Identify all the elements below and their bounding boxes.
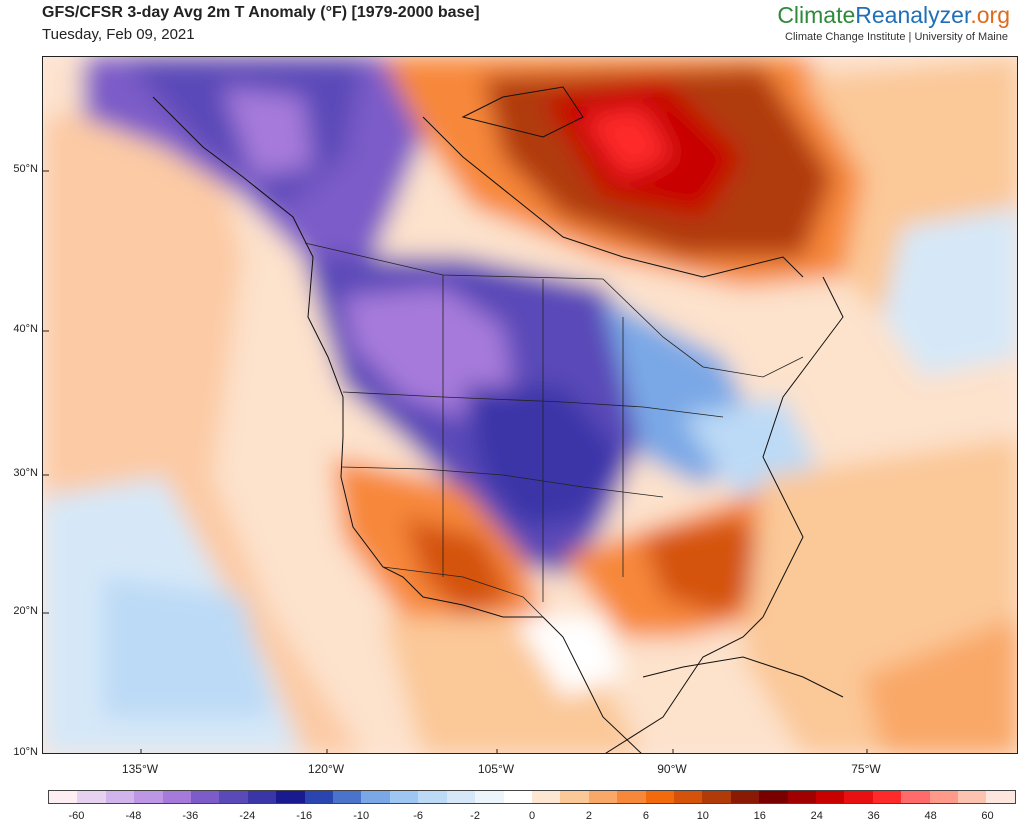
colorbar-label: -2 [470, 810, 480, 822]
colorbar-label: 16 [753, 810, 766, 822]
lat-label-50n: 50°N [13, 163, 38, 175]
colorbar-swatch [134, 791, 163, 803]
colorbar-swatch [475, 791, 504, 803]
colorbar-label: 2 [585, 810, 592, 822]
colorbar-label: -60 [68, 810, 85, 822]
colorbar-swatch [730, 791, 760, 803]
colorbar-swatch [446, 791, 476, 803]
map-canvas [43, 57, 1017, 753]
lon-label-135w: 135°W [121, 762, 159, 776]
colorbar-label: -16 [296, 810, 313, 822]
colorbar-swatch [986, 791, 1015, 803]
colorbar-swatch [191, 791, 220, 803]
axis-ticks [43, 170, 868, 753]
colorbar-swatch [901, 791, 930, 803]
brand-part-2: Reanalyzer [855, 2, 971, 28]
colorbar-swatch [49, 791, 78, 803]
lat-label-40n: 40°N [13, 323, 38, 335]
colorbar-swatch [929, 791, 958, 803]
colorbar-label: 48 [924, 810, 937, 822]
brand-subtitle: Climate Change Institute | University of… [785, 31, 1008, 43]
colorbar-swatch [77, 791, 106, 803]
colorbar-swatch [815, 791, 845, 803]
colorbar-label: 60 [981, 810, 994, 822]
lat-label-10n: 10°N [13, 746, 38, 758]
colorbar-label: -24 [239, 810, 256, 822]
colorbar-label: 10 [696, 810, 709, 822]
colorbar-label: -48 [125, 810, 142, 822]
brand-part-3: .org [970, 2, 1010, 28]
colorbar-swatch [304, 791, 334, 803]
colorbar-label: 36 [867, 810, 880, 822]
colorbar-swatch [418, 791, 447, 803]
brand-logo[interactable]: ClimateReanalyzer.org [777, 2, 1010, 29]
colorbar-swatch [844, 791, 873, 803]
colorbar-swatch [673, 791, 703, 803]
colorbar-label: -6 [413, 810, 423, 822]
colorbar-swatch [361, 791, 390, 803]
brand-part-1: Climate [777, 2, 856, 28]
colorbar-label: 0 [528, 810, 536, 822]
colorbar-swatch [219, 791, 248, 803]
anomaly-field [43, 57, 1017, 753]
colorbar-swatch [787, 791, 816, 803]
colorbar-swatch [162, 791, 192, 803]
colorbar-swatch [759, 791, 788, 803]
map-date: Tuesday, Feb 09, 2021 [42, 26, 195, 43]
colorbar-swatch [872, 791, 902, 803]
coastlines [152, 86, 844, 753]
lat-label-20n: 20°N [13, 605, 38, 617]
colorbar-label: 24 [810, 810, 823, 822]
lon-label-105w: 105°W [477, 762, 515, 776]
lon-label-90w: 90°W [657, 762, 687, 776]
colorbar-swatch [276, 791, 305, 803]
colorbar-swatch [702, 791, 731, 803]
lon-label-120w: 120°W [307, 762, 345, 776]
colorbar-swatch [588, 791, 618, 803]
colorbar [48, 790, 1016, 804]
colorbar-swatch [560, 791, 589, 803]
colorbar-swatch [105, 791, 135, 803]
colorbar-label: -10 [353, 810, 370, 822]
political-borders [304, 242, 804, 618]
map-title: GFS/CFSR 3-day Avg 2m T Anomaly (°F) [19… [42, 4, 480, 21]
colorbar-swatch [503, 791, 532, 803]
colorbar-swatch [389, 791, 419, 803]
lon-label-75w: 75°W [851, 762, 881, 776]
colorbar-swatch [531, 791, 561, 803]
colorbar-swatch [617, 791, 646, 803]
colorbar-swatch [247, 791, 277, 803]
lat-label-30n: 30°N [13, 467, 38, 479]
colorbar-swatch [333, 791, 362, 803]
colorbar-label: -36 [182, 810, 199, 822]
colorbar-swatch [645, 791, 674, 803]
anomaly-map [42, 56, 1018, 754]
colorbar-label: 6 [642, 810, 649, 822]
colorbar-swatch [958, 791, 987, 803]
